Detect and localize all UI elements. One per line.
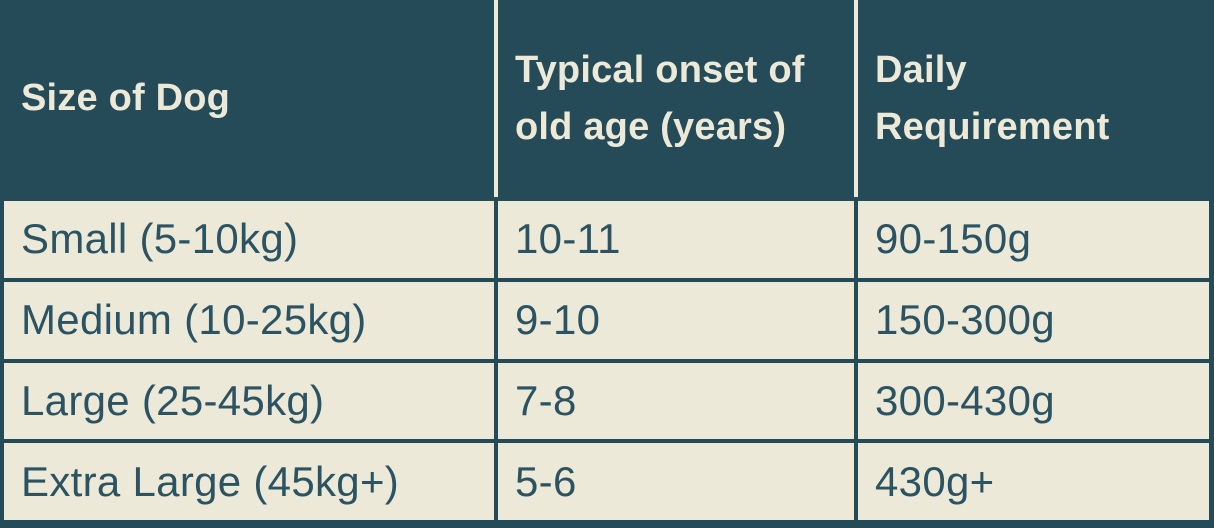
cell-text: Small (5-10kg)	[21, 215, 299, 263]
table-cell-small-size: Small (5-10kg)	[4, 197, 494, 278]
table-cell-small-onset: 10-11	[494, 197, 854, 278]
cell-text: Medium (10-25kg)	[21, 296, 367, 344]
cell-text: 300-430g	[875, 376, 1055, 424]
table-cell-extra-large-size: Extra Large (45kg+)	[4, 439, 494, 520]
table-cell-medium-daily: 150-300g	[854, 277, 1210, 359]
column-header-label: Typical onset of old age (years)	[515, 48, 805, 148]
table-cell-large-size: Large (25-45kg)	[4, 358, 494, 440]
table-cell-large-onset: 7-8	[494, 358, 854, 440]
cell-text: Large (25-45kg)	[21, 376, 325, 424]
table-cell-extra-large-daily: 430g+	[854, 439, 1210, 520]
cell-text: 10-11	[515, 215, 621, 263]
column-header-typical-onset: Typical onset of old age (years)	[494, 0, 854, 197]
cell-text: 430g+	[875, 457, 995, 505]
column-header-label: Daily Requirement	[875, 48, 1110, 148]
table-cell-small-daily: 90-150g	[854, 197, 1210, 278]
cell-text: Extra Large (45kg+)	[21, 457, 400, 505]
table-cell-medium-size: Medium (10-25kg)	[4, 277, 494, 359]
table-cell-extra-large-onset: 5-6	[494, 439, 854, 520]
cell-text: 5-6	[515, 457, 577, 505]
cell-text: 9-10	[515, 296, 601, 344]
column-header-size-of-dog: Size of Dog	[4, 0, 494, 197]
cell-text: 90-150g	[875, 215, 1032, 263]
column-header-daily-requirement: Daily Requirement	[854, 0, 1210, 197]
cell-text: 7-8	[515, 376, 577, 424]
table-cell-large-daily: 300-430g	[854, 358, 1210, 440]
cell-text: 150-300g	[875, 296, 1055, 344]
column-header-label: Size of Dog	[21, 77, 231, 119]
table-cell-medium-onset: 9-10	[494, 277, 854, 359]
